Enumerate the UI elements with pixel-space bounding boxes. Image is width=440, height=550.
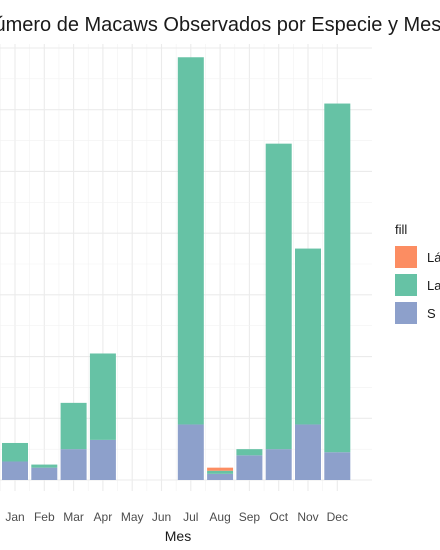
- x-tick-label: Feb: [34, 510, 55, 524]
- bar-s-aug: [207, 473, 234, 480]
- x-tick-label: Dec: [327, 510, 348, 524]
- bar-s-apr: [89, 439, 116, 480]
- x-tick-label: Jul: [183, 510, 198, 524]
- legend-swatch: [395, 274, 417, 296]
- bar-la-feb: [31, 464, 58, 468]
- bar-la-apr: [89, 353, 116, 440]
- bar-s-jan: [2, 461, 28, 480]
- bar-s-nov: [295, 424, 321, 480]
- legend-label: La: [427, 277, 440, 293]
- legend-items: Lá La S: [395, 243, 440, 327]
- x-tick-label: Nov: [297, 510, 318, 524]
- bar-la-mar: [60, 402, 87, 450]
- legend-swatch: [395, 302, 417, 324]
- x-tick-label: Jan: [5, 510, 24, 524]
- bar-la-sep: [236, 449, 263, 456]
- x-tick-label: Sep: [239, 510, 261, 524]
- x-tick-label: May: [121, 510, 144, 524]
- bar-la-jul: [177, 57, 204, 425]
- legend-title: fill: [395, 222, 408, 237]
- bar-la-jan: [2, 442, 28, 462]
- bar-s-sep: [236, 455, 263, 480]
- bar-la-aug: [207, 470, 234, 474]
- legend-item: Lá: [395, 243, 440, 271]
- bar-s-dec: [324, 452, 351, 480]
- x-axis-label: Mes: [165, 528, 191, 544]
- legend-swatch: [395, 246, 417, 268]
- bar-s-mar: [60, 449, 87, 480]
- x-tick-labels: Jan Feb Mar Apr May Jun Jul Aug Sep Oct Nov Dec: [5, 510, 348, 524]
- x-tick-label: Oct: [269, 510, 288, 524]
- legend-item: La: [395, 271, 440, 299]
- x-tick-label: Jun: [152, 510, 171, 524]
- legend: fill Lá La S: [395, 222, 440, 327]
- chart-title: Número de Macaws Observados por Especie …: [0, 14, 440, 36]
- bar-la-nov: [295, 248, 321, 425]
- bars: [2, 57, 351, 480]
- bar-la-dec: [324, 103, 351, 453]
- bar-s-jul: [177, 424, 204, 480]
- legend-label: S: [427, 305, 436, 321]
- legend-label: Lá: [427, 249, 440, 265]
- x-tick-label: Aug: [209, 510, 230, 524]
- x-tick-label: Mar: [63, 510, 84, 524]
- bar-lá-aug: [207, 467, 234, 471]
- bar-s-oct: [265, 449, 292, 480]
- x-tick-label: Apr: [94, 510, 113, 524]
- bar-s-feb: [31, 467, 58, 480]
- legend-item: S: [395, 299, 440, 327]
- bar-la-oct: [265, 143, 292, 450]
